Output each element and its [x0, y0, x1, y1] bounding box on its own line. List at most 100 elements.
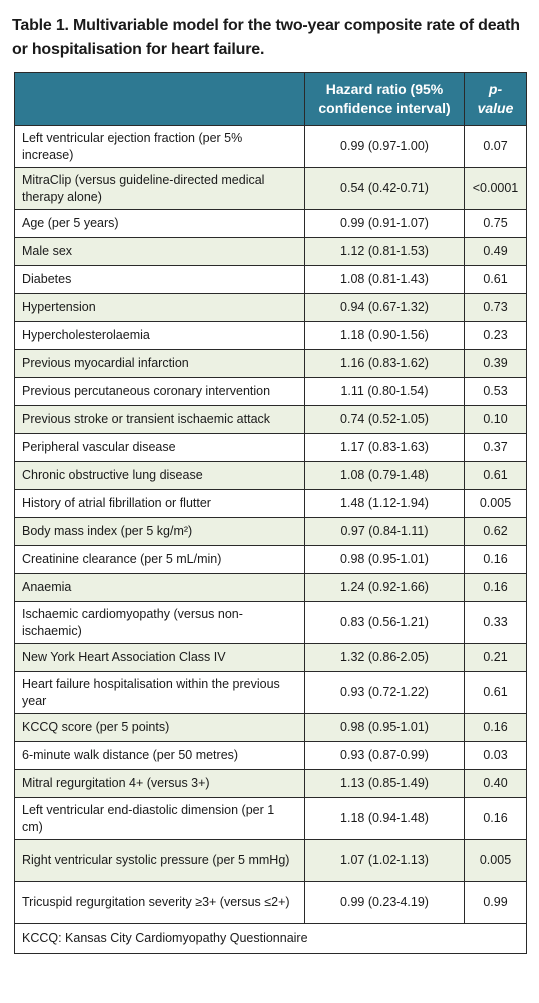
table-row: Diabetes 1.08 (0.81-1.43) 0.61 — [14, 265, 527, 294]
table-caption: Table 1. Multivariable model for the two… — [12, 17, 520, 58]
table-row: Right ventricular systolic pressure (per… — [14, 839, 527, 882]
row-p-value: 0.005 — [464, 489, 527, 518]
row-p-value: 0.16 — [464, 573, 527, 602]
row-label: Previous percutaneous coronary intervent… — [14, 377, 305, 406]
row-label: History of atrial fibrillation or flutte… — [14, 489, 305, 518]
row-hazard-ratio: 0.99 (0.91-1.07) — [304, 209, 465, 238]
row-p-value: 0.16 — [464, 713, 527, 742]
table-row: Mitral regurgitation 4+ (versus 3+) 1.13 … — [14, 769, 527, 798]
row-p-value: 0.39 — [464, 349, 527, 378]
row-p-value: 0.61 — [464, 265, 527, 294]
table-row: New York Heart Association Class IV 1.32 … — [14, 643, 527, 672]
row-p-value: 0.16 — [464, 797, 527, 840]
row-hazard-ratio: 0.99 (0.97-1.00) — [304, 125, 465, 168]
table-row: Heart failure hospitalisation within the… — [14, 671, 527, 714]
row-label: Left ventricular ejection fraction (per … — [14, 125, 305, 168]
row-hazard-ratio: 1.48 (1.12-1.94) — [304, 489, 465, 518]
row-label: Anaemia — [14, 573, 305, 602]
table-footnote: KCCQ: Kansas City Cardiomyopathy Questio… — [14, 923, 527, 954]
row-p-value: 0.99 — [464, 881, 527, 924]
row-label: Age (per 5 years) — [14, 209, 305, 238]
row-label: Mitral regurgitation 4+ (versus 3+) — [14, 769, 305, 798]
table-row: Chronic obstructive lung disease 1.08 (0.… — [14, 461, 527, 490]
row-label: Left ventricular end-diastolic dimension… — [14, 797, 305, 840]
row-p-value: 0.03 — [464, 741, 527, 770]
row-p-value: 0.10 — [464, 405, 527, 434]
row-hazard-ratio: 1.18 (0.94-1.48) — [304, 797, 465, 840]
row-p-value: 0.16 — [464, 545, 527, 574]
row-hazard-ratio: 0.98 (0.95-1.01) — [304, 713, 465, 742]
row-hazard-ratio: 1.17 (0.83-1.63) — [304, 433, 465, 462]
table-row: Hypertension 0.94 (0.67-1.32) 0.73 — [14, 293, 527, 322]
row-p-value: 0.61 — [464, 671, 527, 714]
table-row: Previous myocardial infarction 1.16 (0.83… — [14, 349, 527, 378]
row-label: Heart failure hospitalisation within the… — [14, 671, 305, 714]
row-p-value: 0.61 — [464, 461, 527, 490]
row-hazard-ratio: 0.93 (0.87-0.99) — [304, 741, 465, 770]
row-label: Body mass index (per 5 kg/m²) — [14, 517, 305, 546]
table-row: Previous percutaneous coronary intervent… — [14, 377, 527, 406]
table-row: Anaemia 1.24 (0.92-1.66) 0.16 — [14, 573, 527, 602]
table-row: Peripheral vascular disease 1.17 (0.83-1.… — [14, 433, 527, 462]
table-header-row: Hazard ratio (95% confidence interval) p… — [14, 72, 527, 126]
row-p-value: 0.62 — [464, 517, 527, 546]
row-label: Hypercholesterolaemia — [14, 321, 305, 350]
row-p-value: 0.37 — [464, 433, 527, 462]
table-row: Body mass index (per 5 kg/m²) 0.97 (0.84-… — [14, 517, 527, 546]
row-hazard-ratio: 0.74 (0.52-1.05) — [304, 405, 465, 434]
row-hazard-ratio: 1.32 (0.86-2.05) — [304, 643, 465, 672]
table-row: History of atrial fibrillation or flutte… — [14, 489, 527, 518]
row-hazard-ratio: 0.99 (0.23-4.19) — [304, 881, 465, 924]
row-label: MitraClip (versus guideline-directed med… — [14, 167, 305, 210]
table-row: KCCQ score (per 5 points) 0.98 (0.95-1.01… — [14, 713, 527, 742]
row-p-value: 0.07 — [464, 125, 527, 168]
row-hazard-ratio: 1.24 (0.92-1.66) — [304, 573, 465, 602]
row-label: Hypertension — [14, 293, 305, 322]
row-label: New York Heart Association Class IV — [14, 643, 305, 672]
row-label: Chronic obstructive lung disease — [14, 461, 305, 490]
row-label: Previous myocardial infarction — [14, 349, 305, 378]
row-hazard-ratio: 1.11 (0.80-1.54) — [304, 377, 465, 406]
row-hazard-ratio: 1.12 (0.81-1.53) — [304, 237, 465, 266]
row-label: Previous stroke or transient ischaemic a… — [14, 405, 305, 434]
row-hazard-ratio: 1.18 (0.90-1.56) — [304, 321, 465, 350]
row-label: Diabetes — [14, 265, 305, 294]
row-hazard-ratio: 0.93 (0.72-1.22) — [304, 671, 465, 714]
table-row: MitraClip (versus guideline-directed med… — [14, 167, 527, 210]
header-hazard-ratio: Hazard ratio (95% confidence interval) — [304, 72, 465, 126]
row-p-value: 0.75 — [464, 209, 527, 238]
row-hazard-ratio: 0.83 (0.56-1.21) — [304, 601, 465, 644]
table-row: Age (per 5 years) 0.99 (0.91-1.07) 0.75 — [14, 209, 527, 238]
row-p-value: 0.23 — [464, 321, 527, 350]
row-label: Male sex — [14, 237, 305, 266]
row-hazard-ratio: 1.13 (0.85-1.49) — [304, 769, 465, 798]
row-hazard-ratio: 1.08 (0.79-1.48) — [304, 461, 465, 490]
row-hazard-ratio: 0.54 (0.42-0.71) — [304, 167, 465, 210]
row-p-value: 0.73 — [464, 293, 527, 322]
hazard-ratio-table: Hazard ratio (95% confidence interval) p… — [14, 72, 527, 954]
row-hazard-ratio: 0.94 (0.67-1.32) — [304, 293, 465, 322]
table-row: Left ventricular end-diastolic dimension… — [14, 797, 527, 840]
row-hazard-ratio: 1.07 (1.02-1.13) — [304, 839, 465, 882]
row-label: Peripheral vascular disease — [14, 433, 305, 462]
row-label: Ischaemic cardiomyopathy (versus non-isc… — [14, 601, 305, 644]
table-row: Male sex 1.12 (0.81-1.53) 0.49 — [14, 237, 527, 266]
header-p-value: p-value — [464, 72, 527, 126]
row-label: Creatinine clearance (per 5 mL/min) — [14, 545, 305, 574]
table-footnote-row: KCCQ: Kansas City Cardiomyopathy Questio… — [14, 923, 527, 954]
row-p-value: 0.33 — [464, 601, 527, 644]
row-p-value: 0.21 — [464, 643, 527, 672]
row-hazard-ratio: 0.98 (0.95-1.01) — [304, 545, 465, 574]
row-p-value: 0.53 — [464, 377, 527, 406]
table-row: Hypercholesterolaemia 1.18 (0.90-1.56) 0.2… — [14, 321, 527, 350]
row-p-value: 0.005 — [464, 839, 527, 882]
table-row: Ischaemic cardiomyopathy (versus non-isc… — [14, 601, 527, 644]
table-row: Tricuspid regurgitation severity ≥3+ (ve… — [14, 881, 527, 924]
table-body: Left ventricular ejection fraction (per … — [14, 125, 527, 924]
row-hazard-ratio: 1.08 (0.81-1.43) — [304, 265, 465, 294]
row-label: Right ventricular systolic pressure (per… — [14, 839, 305, 882]
table-row: Previous stroke or transient ischaemic a… — [14, 405, 527, 434]
table-row: 6-minute walk distance (per 50 metres) 0.… — [14, 741, 527, 770]
row-hazard-ratio: 1.16 (0.83-1.62) — [304, 349, 465, 378]
